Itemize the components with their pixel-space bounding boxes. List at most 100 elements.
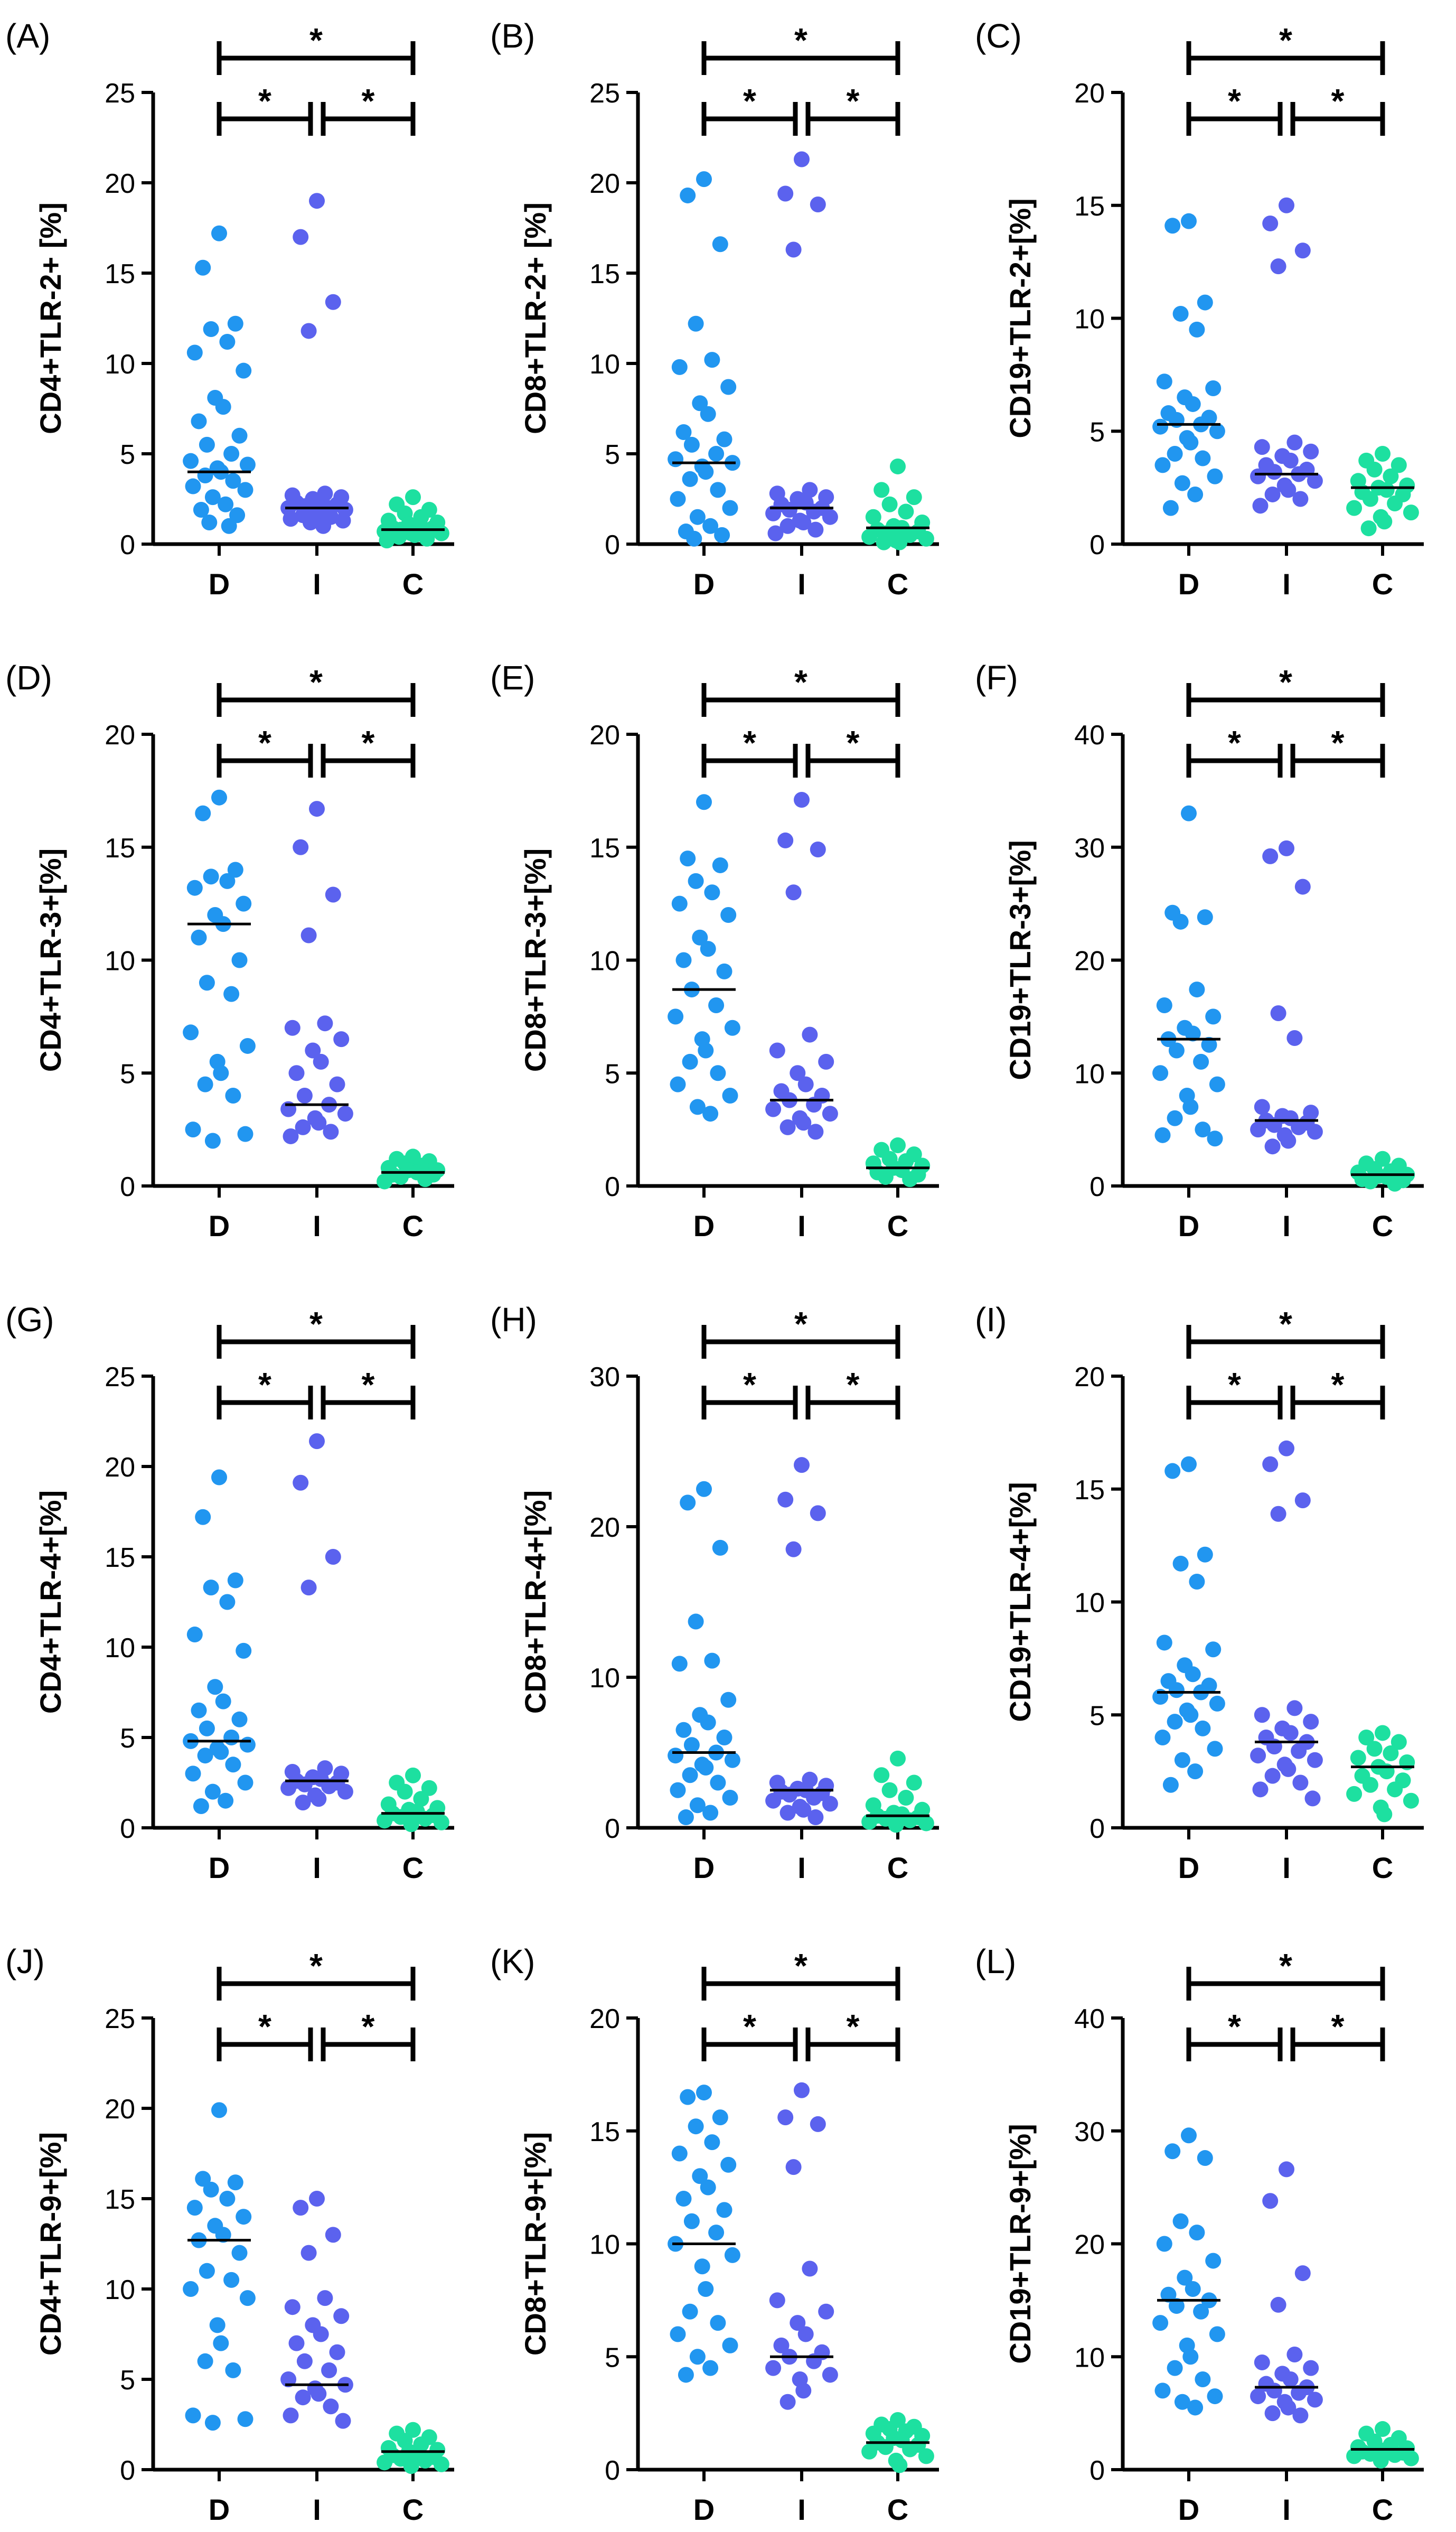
- data-point-d: [1182, 1099, 1199, 1115]
- data-point-i: [1262, 848, 1279, 864]
- data-point-i: [309, 801, 325, 817]
- data-point-d: [683, 1737, 700, 1753]
- data-point-d: [724, 1020, 740, 1036]
- data-point-d: [225, 473, 241, 489]
- data-point-d: [722, 1790, 738, 1806]
- data-point-d: [708, 446, 725, 462]
- data-point-i: [325, 1549, 341, 1565]
- data-point-d: [671, 895, 688, 912]
- data-point-d: [671, 1656, 688, 1672]
- data-point-i: [1252, 1781, 1269, 1798]
- data-point-d: [712, 857, 728, 873]
- data-point-c: [1375, 1725, 1391, 1741]
- data-point-d: [696, 2085, 712, 2101]
- data-point-c: [873, 1767, 890, 1783]
- data-point-d: [712, 236, 728, 253]
- data-point-c: [1375, 2421, 1391, 2437]
- data-point-d: [700, 2179, 716, 2195]
- data-point-i: [284, 1020, 300, 1036]
- data-point-c: [377, 2454, 393, 2471]
- sig-star: *: [1279, 1305, 1292, 1343]
- data-point-i: [779, 2394, 796, 2410]
- data-point-d: [211, 789, 227, 806]
- data-point-c: [873, 482, 890, 498]
- data-point-i: [1307, 1752, 1323, 1768]
- data-point-i: [1292, 1774, 1309, 1791]
- data-point-d: [185, 478, 201, 494]
- data-point-c: [1362, 1173, 1378, 1190]
- data-point-i: [769, 1042, 785, 1059]
- x-tick-label: C: [402, 1209, 424, 1242]
- sig-star: *: [1331, 2007, 1345, 2045]
- data-point-d: [698, 2281, 714, 2297]
- data-point-c: [1346, 1786, 1363, 1802]
- data-point-i: [1270, 1506, 1286, 1522]
- data-point-d: [680, 187, 696, 203]
- data-point-i: [1264, 1138, 1281, 1155]
- panel-label: (J): [5, 1942, 45, 1980]
- data-point-i: [1292, 491, 1309, 507]
- data-point-i: [785, 1541, 802, 1557]
- data-point-d: [1197, 1546, 1213, 1563]
- data-point-d: [689, 1099, 706, 1115]
- data-point-c: [1360, 520, 1377, 537]
- data-point-i: [810, 842, 826, 858]
- data-point-i: [1304, 1790, 1321, 1807]
- y-tick-label: 0: [605, 1172, 620, 1202]
- panel-label: (K): [490, 1942, 535, 1980]
- data-point-d: [720, 2156, 737, 2173]
- data-point-d: [225, 1088, 241, 1104]
- data-point-d: [239, 1038, 256, 1054]
- x-tick-label: I: [313, 1851, 321, 1884]
- y-tick-label: 20: [1074, 946, 1105, 977]
- data-point-c: [1376, 1806, 1393, 1823]
- data-point-d: [197, 1748, 213, 1764]
- data-point-i: [309, 193, 325, 209]
- sig-star: *: [1279, 21, 1292, 59]
- data-point-d: [185, 1765, 201, 1782]
- data-point-d: [215, 399, 231, 415]
- y-tick-label: 5: [120, 440, 135, 470]
- data-point-d: [670, 1782, 686, 1798]
- data-point-d: [183, 1024, 199, 1041]
- data-point-d: [1209, 1076, 1225, 1092]
- data-point-d: [211, 2102, 227, 2118]
- data-point-i: [1294, 242, 1311, 259]
- y-axis-title: CD4+TLR-9+[%]: [34, 2132, 67, 2356]
- data-point-d: [227, 315, 243, 332]
- data-point-i: [785, 241, 802, 258]
- data-point-d: [1164, 218, 1181, 234]
- data-point-i: [295, 2389, 311, 2406]
- data-point-c: [1362, 491, 1378, 507]
- sig-star: *: [847, 82, 860, 120]
- y-axis-title: CD4+TLR-2+ [%]: [34, 202, 67, 434]
- data-point-d: [197, 1076, 213, 1092]
- data-point-c: [417, 1171, 434, 1188]
- x-tick-label: C: [1372, 2493, 1393, 2526]
- y-tick-label: 5: [605, 2342, 620, 2373]
- y-tick-label: 20: [589, 1512, 620, 1543]
- x-tick-label: I: [1282, 1209, 1291, 1242]
- data-point-d: [218, 496, 234, 512]
- data-point-d: [1154, 1730, 1171, 1745]
- data-point-d: [186, 344, 203, 361]
- data-point-c: [1366, 1741, 1383, 1757]
- data-point-d: [722, 2337, 738, 2353]
- data-point-i: [807, 1809, 824, 1826]
- data-point-c: [1373, 2452, 1389, 2469]
- y-tick-label: 20: [105, 2094, 135, 2125]
- data-point-i: [1307, 1124, 1323, 1140]
- data-point-i: [295, 1119, 311, 1135]
- y-tick-label: 5: [120, 2365, 135, 2396]
- data-point-d: [1197, 2150, 1213, 2166]
- data-point-i: [1264, 486, 1281, 502]
- data-point-d: [185, 2407, 201, 2424]
- data-point-i: [802, 1026, 818, 1043]
- data-point-c: [1366, 461, 1383, 478]
- panel-label: (G): [5, 1301, 54, 1339]
- y-tick-label: 20: [589, 720, 620, 751]
- data-point-i: [283, 2407, 299, 2424]
- data-point-d: [668, 451, 684, 468]
- data-point-c: [861, 529, 878, 545]
- data-point-d: [1160, 2286, 1177, 2303]
